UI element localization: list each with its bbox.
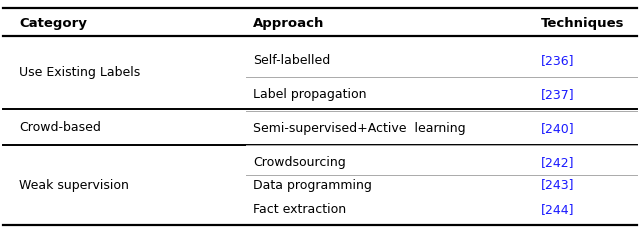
Text: Crowd-based: Crowd-based — [19, 121, 101, 134]
Text: Weak supervision: Weak supervision — [19, 178, 129, 192]
Text: [237]: [237] — [541, 88, 575, 101]
Text: [236]: [236] — [541, 54, 574, 67]
Text: Semi-supervised+Active  learning: Semi-supervised+Active learning — [253, 122, 465, 135]
Text: Label propagation: Label propagation — [253, 88, 366, 101]
Text: [240]: [240] — [541, 122, 575, 135]
Text: Crowdsourcing: Crowdsourcing — [253, 156, 346, 169]
Text: Approach: Approach — [253, 17, 324, 30]
Text: Fact extraction: Fact extraction — [253, 203, 346, 217]
Text: [242]: [242] — [541, 156, 574, 169]
Text: [243]: [243] — [541, 178, 574, 192]
Text: Techniques: Techniques — [541, 17, 624, 30]
Text: [244]: [244] — [541, 203, 574, 217]
Text: Data programming: Data programming — [253, 178, 372, 192]
Text: Self-labelled: Self-labelled — [253, 54, 330, 67]
Text: Use Existing Labels: Use Existing Labels — [19, 66, 140, 79]
Text: Category: Category — [19, 17, 87, 30]
